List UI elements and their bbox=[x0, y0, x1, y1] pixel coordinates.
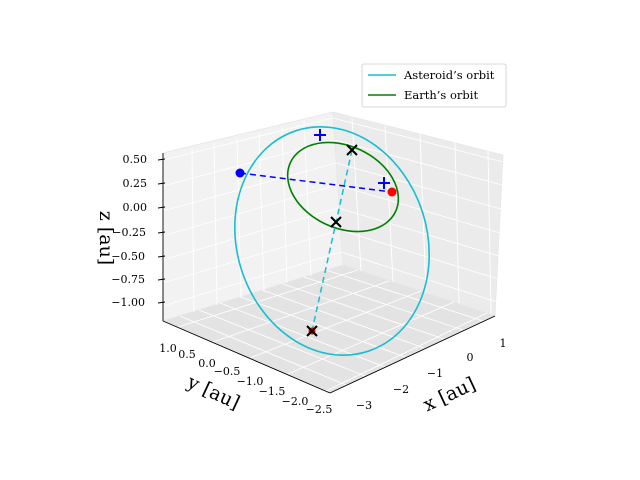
z-tick-mark bbox=[157, 301, 166, 304]
y-tick-label: −0.5 bbox=[214, 365, 241, 378]
y-tick-labels: 1.0 0.50.0−0.5−1.0−1.5−2.0−2.5 bbox=[159, 342, 332, 416]
red-point bbox=[387, 187, 397, 197]
black-x-marker bbox=[330, 216, 342, 228]
z-axis-label: z [au] bbox=[95, 211, 117, 265]
z-tick-mark bbox=[157, 206, 166, 209]
x-tick-label: 1 bbox=[500, 337, 507, 350]
black-x-marker bbox=[346, 144, 358, 156]
y-tick-label: 1.0 bbox=[159, 342, 177, 355]
z-tick-mark bbox=[157, 158, 166, 161]
axis-lines bbox=[162, 153, 496, 394]
cyan-dashed-segment bbox=[311, 149, 353, 332]
x-tick-label: −2 bbox=[393, 383, 409, 396]
blue-plus-marker bbox=[314, 129, 326, 141]
z-tick-label: −0.50 bbox=[111, 250, 145, 263]
z-tick-labels: 0.50 0.25 0.00 −0.25 −0.50 −0.75 −1.00 bbox=[111, 153, 147, 309]
x-tick-label: −1 bbox=[427, 367, 443, 380]
x-tick-label: −3 bbox=[356, 399, 372, 412]
z-tick-label: 0.00 bbox=[123, 201, 148, 214]
blue-plus-marker bbox=[378, 177, 390, 189]
z-tick-label: −0.25 bbox=[112, 226, 146, 239]
y-tick-label: −1.0 bbox=[237, 375, 264, 388]
legend-label-asteroid: Asteroid’s orbit bbox=[403, 68, 495, 82]
z-tick-label: −0.75 bbox=[111, 273, 145, 286]
z-tick-mark bbox=[157, 231, 166, 234]
y-axis-line bbox=[162, 320, 331, 394]
z-tick-label: 0.50 bbox=[123, 153, 148, 166]
y-tick-label: 0.0 bbox=[198, 357, 216, 370]
z-tick-mark bbox=[157, 278, 166, 281]
x-tick-labels: −3 −2 −1 0 1 bbox=[356, 337, 507, 412]
earth-orbit-line bbox=[286, 141, 400, 233]
black-x-marker bbox=[306, 325, 318, 337]
z-tick-label: −1.00 bbox=[111, 296, 145, 309]
legend: Asteroid’s orbit Earth’s orbit bbox=[361, 63, 507, 108]
y-tick-label: 0.5 bbox=[178, 348, 196, 361]
legend-label-earth: Earth’s orbit bbox=[404, 88, 478, 102]
blue-point bbox=[235, 168, 245, 178]
z-tick-mark bbox=[157, 255, 166, 258]
asteroid-orbit-line bbox=[233, 126, 431, 356]
plot-marks bbox=[233, 126, 431, 356]
y-tick-label: −2.5 bbox=[306, 403, 333, 416]
tick-marks bbox=[157, 158, 166, 304]
x-axis-line bbox=[329, 315, 496, 394]
blue-dashed-segment bbox=[239, 172, 393, 193]
legend-box bbox=[361, 63, 507, 108]
y-tick-label: −2.0 bbox=[282, 395, 309, 408]
z-tick-mark bbox=[157, 182, 166, 185]
y-tick-label: −1.5 bbox=[259, 385, 286, 398]
x-tick-label: 0 bbox=[467, 351, 474, 364]
z-tick-label: 0.25 bbox=[123, 177, 148, 190]
